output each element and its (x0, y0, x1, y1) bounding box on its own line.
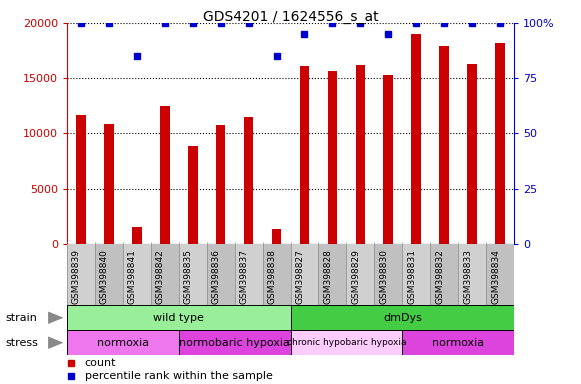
Bar (179, 330, 290, 355)
Bar (346, 244, 374, 305)
Text: GDS4201 / 1624556_s_at: GDS4201 / 1624556_s_at (203, 10, 378, 23)
Bar (290, 244, 318, 305)
Text: normoxia: normoxia (432, 338, 485, 348)
Bar (318, 244, 346, 305)
Bar (300, 66, 309, 244)
Bar (431, 244, 458, 305)
Text: chronic hypobaric hypoxia: chronic hypobaric hypoxia (286, 338, 406, 347)
Bar (243, 117, 253, 244)
Bar (188, 146, 198, 244)
Text: normobaric hypoxia: normobaric hypoxia (179, 338, 290, 348)
Text: GSM398831: GSM398831 (407, 249, 417, 304)
Bar (95, 244, 123, 305)
Polygon shape (48, 336, 63, 349)
Text: GSM398833: GSM398833 (463, 249, 472, 304)
Text: GSM398835: GSM398835 (184, 249, 193, 304)
Text: GSM398841: GSM398841 (128, 249, 137, 304)
Text: percentile rank within the sample: percentile rank within the sample (85, 371, 272, 381)
Bar (356, 65, 365, 244)
Bar (216, 124, 225, 244)
Text: GSM398827: GSM398827 (296, 249, 304, 304)
Text: GSM398842: GSM398842 (156, 249, 164, 303)
Bar (132, 227, 142, 244)
Bar (123, 244, 150, 305)
Bar (179, 244, 207, 305)
Bar (403, 244, 431, 305)
Text: GSM398830: GSM398830 (379, 249, 388, 304)
Bar (439, 46, 449, 244)
Bar (328, 71, 338, 244)
Bar (383, 75, 393, 244)
Bar (67, 305, 290, 330)
Bar (486, 244, 514, 305)
Bar (235, 244, 263, 305)
Text: GSM398828: GSM398828 (324, 249, 332, 304)
Text: GSM398829: GSM398829 (352, 249, 360, 304)
Polygon shape (48, 311, 63, 324)
Text: normoxia: normoxia (96, 338, 149, 348)
Bar (411, 34, 421, 244)
Bar (67, 244, 95, 305)
Bar (207, 244, 235, 305)
Text: wild type: wild type (153, 313, 204, 323)
Bar (458, 244, 486, 305)
Bar (104, 124, 114, 244)
Text: strain: strain (6, 313, 38, 323)
Bar (263, 244, 290, 305)
Bar (76, 115, 85, 244)
Bar (67, 330, 179, 355)
Bar (272, 230, 281, 244)
Bar (374, 244, 403, 305)
Bar (403, 330, 514, 355)
Text: dmDys: dmDys (383, 313, 422, 323)
Bar (150, 244, 179, 305)
Bar (290, 305, 514, 330)
Bar (496, 43, 505, 244)
Bar (290, 330, 403, 355)
Text: GSM398837: GSM398837 (239, 249, 249, 304)
Text: count: count (85, 358, 116, 368)
Text: GSM398838: GSM398838 (267, 249, 277, 304)
Bar (160, 106, 170, 244)
Text: GSM398834: GSM398834 (491, 249, 500, 304)
Text: GSM398839: GSM398839 (72, 249, 81, 304)
Text: stress: stress (6, 338, 39, 348)
Text: GSM398840: GSM398840 (100, 249, 109, 304)
Bar (467, 64, 477, 244)
Text: GSM398836: GSM398836 (211, 249, 221, 304)
Text: GSM398832: GSM398832 (435, 249, 444, 304)
